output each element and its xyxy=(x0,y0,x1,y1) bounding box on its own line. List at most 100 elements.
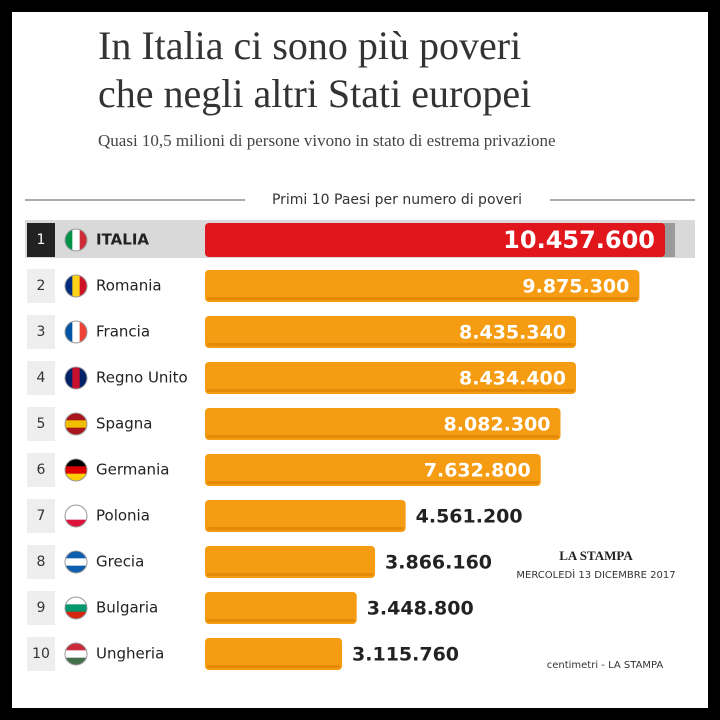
flag-stripe xyxy=(65,597,87,605)
title: che negli altri Stati europei xyxy=(98,71,531,116)
bar xyxy=(205,316,577,348)
value-label: 4.561.200 xyxy=(416,506,523,528)
rank-box xyxy=(27,591,55,625)
bar-edge xyxy=(207,389,575,392)
bar-edge xyxy=(207,573,374,576)
rank-box xyxy=(27,453,55,487)
flag-stripe xyxy=(79,321,87,343)
value-label: 7.632.800 xyxy=(424,460,531,482)
bar-edge xyxy=(207,297,638,300)
bar-edge xyxy=(207,665,341,668)
value-label: 8.082.300 xyxy=(444,414,551,436)
flag-stripe xyxy=(65,413,87,421)
bar xyxy=(205,454,541,486)
flag-stripe xyxy=(65,473,87,481)
title: In Italia ci sono più poveri xyxy=(98,23,521,68)
category-label: Bulgaria xyxy=(96,599,158,617)
value-label: 10.457.600 xyxy=(503,226,655,254)
flag-stripe xyxy=(65,420,87,429)
rank: 9 xyxy=(37,600,46,616)
flag-ring xyxy=(64,596,88,620)
flag-stripe xyxy=(72,229,81,251)
bar xyxy=(205,408,561,440)
flag-stripe xyxy=(65,275,73,297)
flag-ring xyxy=(64,366,88,390)
flag-ring xyxy=(64,228,88,252)
rank-box xyxy=(27,223,55,257)
rank: 7 xyxy=(37,508,46,524)
flag-stripe xyxy=(65,519,87,527)
flag-stripe xyxy=(65,466,87,475)
flag-ring xyxy=(64,412,88,436)
flag-stripe xyxy=(65,459,87,467)
bar xyxy=(205,638,343,670)
flag-stripe xyxy=(65,427,87,435)
flag-ring xyxy=(64,274,88,298)
rank: 8 xyxy=(37,554,46,570)
bar xyxy=(205,546,376,578)
bar-edge xyxy=(207,343,575,346)
rank-box xyxy=(27,361,55,395)
rank: 6 xyxy=(37,462,46,478)
flag-stripe xyxy=(72,321,81,343)
flag-stripe xyxy=(65,643,87,651)
flag-stripe xyxy=(65,321,73,343)
flag-stripe xyxy=(65,512,87,521)
category-label: Ungheria xyxy=(96,645,164,663)
flag-stripe xyxy=(65,505,87,513)
rank: 4 xyxy=(37,370,46,386)
source: LA STAMPA xyxy=(559,548,633,563)
flag-stripe xyxy=(79,367,87,389)
flag-stripe xyxy=(79,275,87,297)
rank-box xyxy=(27,499,55,533)
category-label: Francia xyxy=(96,323,150,341)
category-label: Romania xyxy=(96,277,162,295)
value-label: 8.435.340 xyxy=(459,322,566,344)
flag-stripe xyxy=(65,565,87,573)
category-label: Regno Unito xyxy=(96,369,188,387)
category-label: Germania xyxy=(96,461,169,479)
value-label: 3.115.760 xyxy=(352,644,459,666)
category-label: Grecia xyxy=(96,553,144,571)
bar-edge xyxy=(207,527,404,530)
credit: centimetri - LA STAMPA xyxy=(547,660,664,671)
category-label: Spagna xyxy=(96,415,152,433)
bar xyxy=(205,500,406,532)
flag-stripe xyxy=(72,367,81,389)
date: MERCOLEDÌ 13 DICEMBRE 2017 xyxy=(516,568,675,581)
rank-box xyxy=(27,269,55,303)
rank-box xyxy=(27,407,55,441)
rank: 5 xyxy=(37,416,46,432)
flag-stripe xyxy=(65,604,87,613)
rank-box xyxy=(27,637,55,671)
value-label: 8.434.400 xyxy=(459,368,566,390)
bar xyxy=(205,362,577,394)
flag-ring xyxy=(64,550,88,574)
category-label: Polonia xyxy=(96,507,150,525)
value-label: 9.875.300 xyxy=(522,276,629,298)
rank: 3 xyxy=(37,324,46,340)
flag-stripe xyxy=(65,650,87,659)
chart-title: Primi 10 Paesi per numero di poveri xyxy=(272,192,522,208)
rank-box xyxy=(27,545,55,579)
flag-stripe xyxy=(65,558,87,567)
bar xyxy=(205,223,665,257)
bar-edge xyxy=(207,619,355,622)
flag-stripe xyxy=(65,367,73,389)
flag-stripe xyxy=(79,229,87,251)
flag-stripe xyxy=(65,229,73,251)
flag-stripe xyxy=(65,551,87,559)
flag-stripe xyxy=(65,657,87,665)
rank-box xyxy=(27,315,55,349)
flag-ring xyxy=(64,504,88,528)
bar xyxy=(205,270,640,302)
category-label: ITALIA xyxy=(96,231,149,249)
rank: 1 xyxy=(37,232,46,248)
bar-edge xyxy=(207,435,559,438)
rank: 10 xyxy=(32,646,50,662)
subtitle: Quasi 10,5 milioni di persone vivono in … xyxy=(98,131,556,150)
value-label: 3.866.160 xyxy=(385,552,492,574)
bar xyxy=(205,592,357,624)
flag-ring xyxy=(64,320,88,344)
